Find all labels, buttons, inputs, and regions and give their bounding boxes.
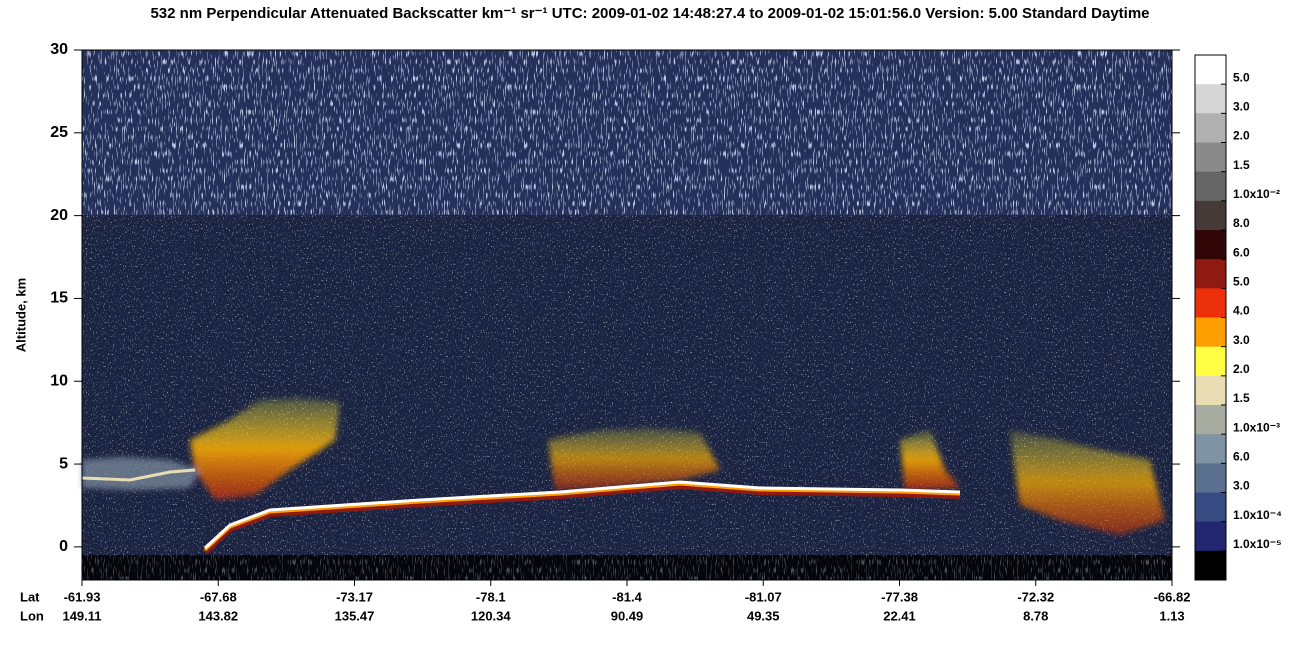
y-tick-label: 30 <box>50 41 68 58</box>
x-tick-label: -81.07 <box>745 589 782 604</box>
y-tick-label: 25 <box>50 124 68 141</box>
colorbar-label: 1.5 <box>1233 158 1250 172</box>
colorbar-label: 5.0 <box>1233 275 1250 289</box>
colorbar-label: 3.0 <box>1233 479 1250 493</box>
x-tick-label: -73.17 <box>336 589 373 604</box>
x-tick-label: -66.82 <box>1154 589 1191 604</box>
curtain <box>81 49 1173 581</box>
surface-return <box>203 482 961 552</box>
colorbar-segment <box>1195 492 1226 523</box>
x-tick-label: 8.78 <box>1023 608 1048 623</box>
x-tick-label: -72.32 <box>1017 589 1054 604</box>
colorbar-segment <box>1195 259 1226 289</box>
colorbar-label: 1.5 <box>1233 391 1250 405</box>
colorbar-label: 5.0 <box>1233 70 1250 84</box>
cloud-top <box>81 468 196 482</box>
y-tick-label: 10 <box>50 372 68 389</box>
colorbar-label: 8.0 <box>1233 216 1250 230</box>
colorbar-label: 4.0 <box>1233 304 1250 318</box>
x-tick-label: 22.41 <box>883 608 916 623</box>
x-tick-label: -77.38 <box>881 589 918 604</box>
colorbar-segment <box>1195 171 1226 202</box>
colorbar-segment <box>1195 405 1226 435</box>
colorbar-segment <box>1195 550 1226 581</box>
x-tick-label: 143.82 <box>198 608 238 623</box>
colorbar-segment <box>1195 113 1226 143</box>
clouds <box>82 398 1165 535</box>
y-axis-label: Altitude, km <box>13 278 28 352</box>
colorbar-label: 3.0 <box>1233 333 1250 347</box>
colorbar-label: 2.0 <box>1233 129 1250 143</box>
x-row-name: Lat <box>20 589 40 604</box>
surface-return <box>203 480 961 550</box>
x-tick-label: 135.47 <box>335 608 375 623</box>
x-tick-label: 149.11 <box>62 608 101 623</box>
x-tick-label: 120.34 <box>471 608 512 623</box>
x-tick-label: -81.4 <box>612 589 642 604</box>
colorbar-segment <box>1195 84 1226 114</box>
x-tick-label: -78.1 <box>476 589 506 604</box>
noise <box>82 50 1172 215</box>
colorbar-segment <box>1195 317 1226 348</box>
colorbar-segment <box>1195 142 1226 173</box>
x-tick-label: 49.35 <box>747 608 780 623</box>
chart-title: 532 nm Perpendicular Attenuated Backscat… <box>150 5 1149 22</box>
colorbar-segment <box>1195 55 1226 85</box>
colorbar-label: 3.0 <box>1233 100 1250 114</box>
colorbar-segment <box>1195 434 1226 464</box>
colorbar-label: 2.0 <box>1233 362 1250 376</box>
colorbar-label: 1.0x10⁻² <box>1233 187 1280 201</box>
x-tick-label: 90.49 <box>611 608 644 623</box>
colorbar-segment <box>1195 200 1226 231</box>
y-tick-label: 5 <box>59 455 68 472</box>
colorbar-segment <box>1195 230 1226 260</box>
x-tick-label: 1.13 <box>1159 608 1184 623</box>
y-tick-label: 20 <box>50 207 68 224</box>
x-tick-label: -61.93 <box>64 589 101 604</box>
colorbar-label: 1.0x10⁻⁴ <box>1233 508 1282 522</box>
colorbar-segment <box>1195 346 1226 377</box>
colorbar-label: 6.0 <box>1233 450 1250 464</box>
colorbar-segment <box>1195 288 1226 318</box>
y-tick-label: 0 <box>59 538 68 555</box>
y-tick-label: 15 <box>50 290 68 307</box>
x-row-name: Lon <box>20 608 44 623</box>
colorbar-segment <box>1195 463 1226 493</box>
colorbar-label: 6.0 <box>1233 245 1250 259</box>
colorbar-segment <box>1195 521 1226 552</box>
noise <box>82 215 1172 555</box>
x-tick-label: -67.68 <box>200 589 237 604</box>
noise <box>82 555 1172 580</box>
colorbar-label: 1.0x10⁻³ <box>1233 420 1280 434</box>
colorbar-label: 1.0x10⁻⁵ <box>1233 537 1282 551</box>
surface-return <box>202 482 961 555</box>
colorbar-segment <box>1195 375 1226 406</box>
